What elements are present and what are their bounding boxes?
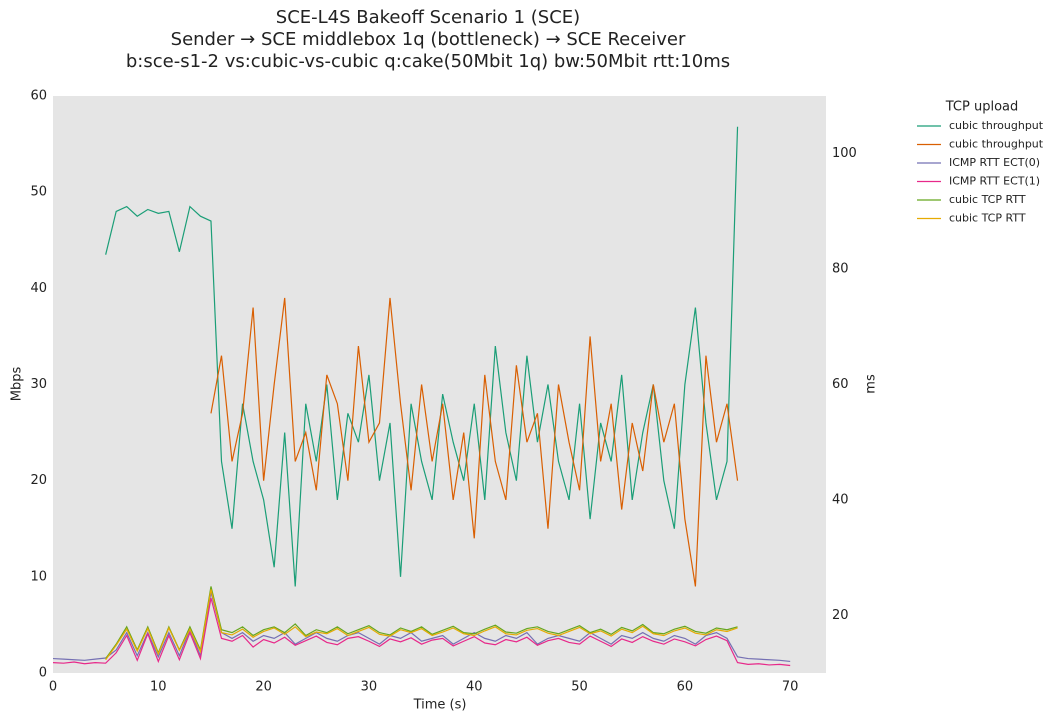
x-tick-label: 50 <box>571 680 588 695</box>
legend-label: ICMP RTT ECT(0) <box>949 156 1040 169</box>
y-tick-label: 40 <box>30 281 47 296</box>
y-tick-label: 20 <box>30 473 47 488</box>
legend-label: ICMP RTT ECT(1) <box>949 175 1040 188</box>
legend-title: TCP upload <box>945 100 1019 115</box>
series-line <box>210 297 739 587</box>
legend-label: cubic TCP RTT <box>949 193 1026 206</box>
x-tick-label: 40 <box>466 680 483 695</box>
legend-label: cubic TCP RTT <box>949 212 1026 225</box>
legend-label: cubic throughput <box>949 119 1044 132</box>
y-tick-label: 10 <box>30 569 47 584</box>
y-tick-label: 30 <box>30 377 47 392</box>
x-tick-label: 10 <box>150 680 167 695</box>
series-line <box>105 586 738 659</box>
chart-subtitle: b:sce-s1-2 vs:cubic-vs-cubic q:cake(50Mb… <box>126 51 730 72</box>
x-axis-label: Time (s) <box>413 698 467 713</box>
y2-tick-label: 20 <box>832 608 849 623</box>
y2-axis-label: ms <box>864 374 879 394</box>
x-tick-label: 0 <box>49 680 57 695</box>
x-tick-label: 60 <box>677 680 694 695</box>
x-tick-label: 20 <box>255 680 272 695</box>
series-line <box>52 597 791 667</box>
chart-title: SCE-L4S Bakeoff Scenario 1 (SCE) <box>276 7 580 28</box>
y-tick-label: 0 <box>39 666 47 681</box>
y2-tick-label: 60 <box>832 377 849 392</box>
y2-tick-label: 80 <box>832 262 849 277</box>
x-tick-label: 70 <box>782 680 799 695</box>
y-tick-label: 60 <box>30 89 47 104</box>
series-line <box>52 592 791 663</box>
x-tick-label: 30 <box>361 680 378 695</box>
legend-label: cubic throughput <box>949 138 1044 151</box>
series-line <box>105 126 739 587</box>
y2-tick-label: 40 <box>832 492 849 507</box>
chart-subtitle: Sender → SCE middlebox 1q (bottleneck) →… <box>171 29 686 50</box>
y-tick-label: 50 <box>30 185 47 200</box>
series-line <box>105 589 738 661</box>
y2-tick-label: 100 <box>832 146 857 161</box>
plot-area <box>53 96 826 673</box>
y-axis-label: Mbps <box>10 367 25 402</box>
